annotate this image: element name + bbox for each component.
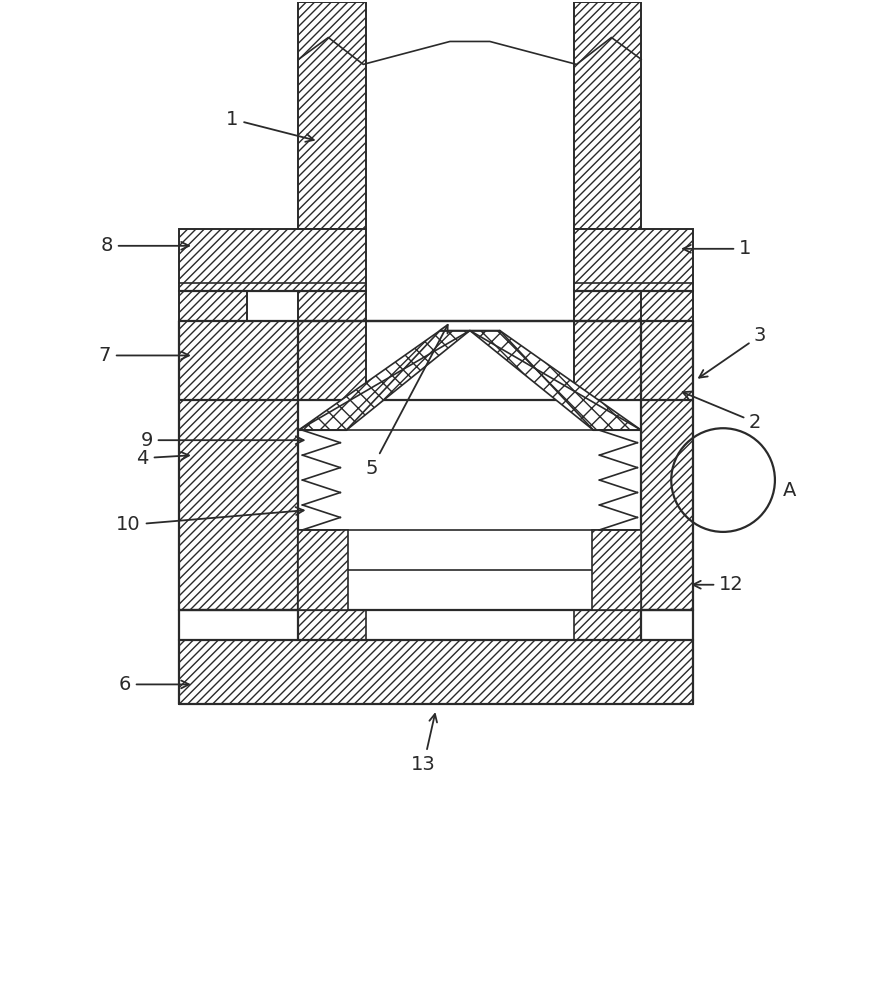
Text: 10: 10 xyxy=(116,507,303,534)
Bar xyxy=(179,640,693,704)
Bar xyxy=(625,291,693,400)
Text: 1: 1 xyxy=(683,239,752,258)
Text: 3: 3 xyxy=(699,326,766,378)
Text: 5: 5 xyxy=(365,325,447,478)
Text: 1: 1 xyxy=(226,110,314,142)
Bar xyxy=(179,321,298,610)
Bar xyxy=(574,229,693,291)
Text: 8: 8 xyxy=(100,236,189,255)
Bar xyxy=(179,291,247,400)
Bar xyxy=(298,291,366,400)
Text: 7: 7 xyxy=(99,346,189,365)
Text: A: A xyxy=(783,481,796,500)
Text: 6: 6 xyxy=(119,675,189,694)
Text: 4: 4 xyxy=(137,449,189,468)
Bar xyxy=(574,2,641,229)
Text: 2: 2 xyxy=(683,392,761,432)
Polygon shape xyxy=(298,331,470,430)
Bar xyxy=(641,321,693,610)
Bar xyxy=(574,610,641,640)
Bar xyxy=(298,2,366,229)
Text: 9: 9 xyxy=(140,431,303,450)
Bar xyxy=(298,610,366,640)
Bar xyxy=(298,530,348,610)
Bar xyxy=(591,530,641,610)
Text: 13: 13 xyxy=(412,714,437,774)
Bar xyxy=(179,229,366,291)
Bar xyxy=(574,291,641,400)
Text: 12: 12 xyxy=(693,575,744,594)
Polygon shape xyxy=(470,331,641,430)
